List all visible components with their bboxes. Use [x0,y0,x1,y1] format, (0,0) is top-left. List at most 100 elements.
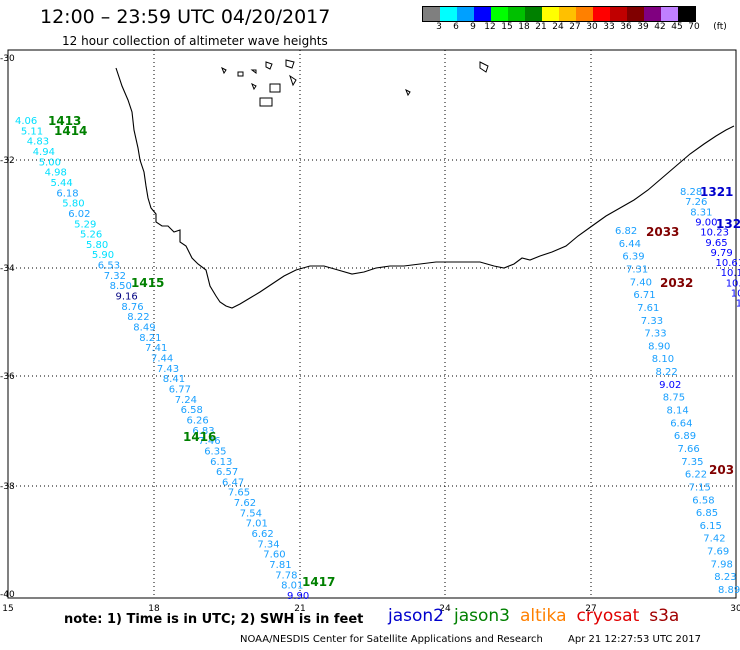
colorbar-swatch [576,7,593,21]
swh-value: 9.79 [711,248,733,259]
swh-value: 7.33 [641,316,663,327]
swh-value: 8.50 [110,281,132,292]
swh-value: 4.06 [15,116,37,127]
legend-jason2: jason2 [388,606,444,626]
swh-value: 6.15 [700,521,722,532]
swh-value: 7.81 [269,560,291,571]
swh-value: 5.90 [92,250,114,261]
swh-value: 6.85 [696,508,718,519]
pass-time-label: 2033 [646,225,679,239]
swh-value: 6.35 [204,446,226,457]
latitude-tick-label: -40 [0,590,15,600]
latitude-tick-label: -32 [0,156,15,166]
swh-value: 7.44 [151,354,173,365]
colorbar-unit: (ft) [713,22,727,32]
swh-value: 4.98 [45,168,67,179]
pass-time-label: 1414 [54,124,87,138]
legend-altika: altika [520,606,567,626]
colorbar-tick-label: 45 [671,22,683,32]
islands [221,59,489,107]
swh-value: 7.66 [678,444,700,455]
pass-time-label: 1413 [48,114,81,128]
swh-value: 8.76 [121,302,143,313]
swh-value: 6.58 [181,405,203,416]
swh-value: 6.58 [692,495,714,506]
swh-value: 7.40 [630,277,652,288]
latitude-tick-label: -36 [0,372,15,382]
colorbar-swatch [542,7,559,21]
swh-value: 9.00 [695,218,717,229]
swh-value: 8.31 [690,207,712,218]
swh-value: 8.49 [133,323,155,334]
pass-time-label: 2032 [660,276,693,290]
swh-value: 6.47 [222,477,244,488]
pass-time-label: 203 [709,463,734,477]
swh-value: 6.44 [619,239,641,250]
swh-value: 7.46 [198,436,220,447]
colorbar-swatch [491,7,508,21]
swh-value: 6.53 [98,261,120,272]
swh-value: 7.43 [157,364,179,375]
colorbar-swatch [440,7,457,21]
swh-value: 7.54 [240,508,262,519]
pass-time-label: 132 [716,217,740,231]
swh-value: 10.61 [716,258,740,269]
swh-value: 7.35 [681,457,703,468]
colorbar-tick-label: 15 [501,22,513,32]
swh-value: 8.10 [652,354,674,365]
swh-value: 7.65 [228,488,250,499]
pass-time-label: 1415 [131,276,164,290]
swh-value: 6.89 [674,431,696,442]
colorbar-tick-label: 70 [688,22,700,32]
pass-time-label: 1416 [183,430,216,444]
swh-value: 7.15 [689,482,711,493]
footer: NOAA/NESDIS Center for Satellite Applica… [240,634,701,645]
latitude-tick-label: -34 [0,264,15,274]
swh-value: 6.57 [216,467,238,478]
swh-value: 8.90 [648,341,670,352]
legend-s3a: s3a [649,606,680,626]
swh-value: 9.65 [705,238,727,249]
swh-value: 6.71 [633,290,655,301]
swh-value: 8.01 [281,581,303,592]
swh-value: 7.42 [703,534,725,545]
track-1321: 8.287.268.319.0010.239.659.7910.6110.171… [680,187,740,310]
colorbar-swatch [644,7,661,21]
swh-value: 6.83 [192,426,214,437]
swh-value: 5.44 [51,178,73,189]
swh-value: 7.78 [275,570,297,581]
swh-value: 10.42 [731,289,740,300]
swh-value: 10.17 [726,278,740,289]
swh-value: 6.26 [187,416,209,427]
colorbar-tick-label: 18 [518,22,530,32]
colorbar-tick-label: 21 [535,22,547,32]
footer-credit: NOAA/NESDIS Center for Satellite Applica… [240,634,543,645]
colorbar-tick-label: 33 [603,22,615,32]
satellite-legend: jason2 jason3 altika cryosat s3a [388,606,689,626]
swh-value: 6.22 [685,470,707,481]
colorbar-tick-label: 12 [484,22,496,32]
swh-value: 5.80 [62,199,84,210]
swh-value: 7.62 [234,498,256,509]
colorbar-tick-label: 9 [470,22,476,32]
swh-value: 10.4 [736,299,740,310]
swh-value: 7.34 [257,539,279,550]
swh-value: 7.31 [626,265,648,276]
units-note: note: 1) Time is in UTC; 2) SWH is in fe… [64,612,364,627]
swh-value: 6.18 [56,188,78,199]
swh-value: 6.39 [622,252,644,263]
colorbar-swatch [559,7,576,21]
colorbar-swatch [593,7,610,21]
swh-value: 6.62 [252,529,274,540]
swh-value: 6.77 [169,385,191,396]
colorbar-swatch [610,7,627,21]
footer-timestamp: Apr 21 12:27:53 UTC 2017 [568,634,701,645]
swh-value: 8.89 [718,585,740,596]
swh-value: 7.33 [644,329,666,340]
swh-value: 5.29 [74,219,96,230]
longitude-tick-label: 18 [148,604,160,614]
swh-value: 8.75 [663,393,685,404]
coastline [115,67,735,309]
swh-value: 7.26 [685,197,707,208]
